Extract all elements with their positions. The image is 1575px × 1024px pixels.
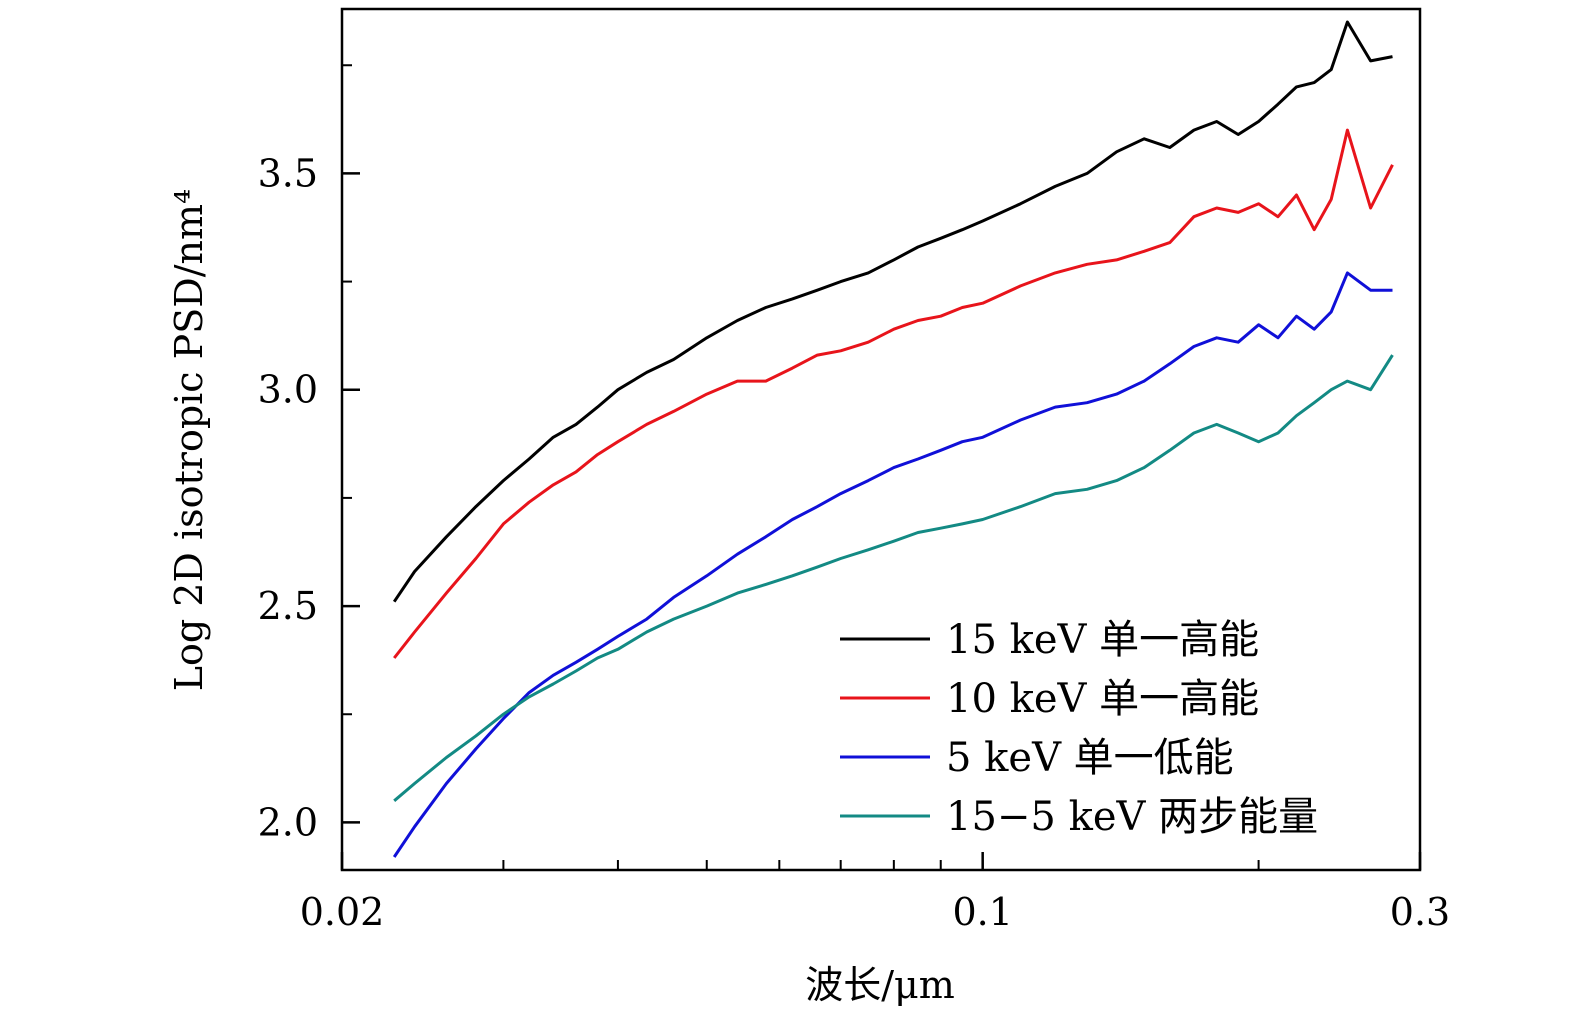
legend: 15 keV 单一高能 10 keV 单一高能 5 keV 单一低能 15−5 keV… — [840, 617, 1318, 840]
y-tick-label: 2.0 — [258, 800, 318, 844]
legend-label-1: 15 keV 单一高能 — [946, 617, 1259, 663]
y-tick-label: 3.5 — [258, 151, 318, 195]
series-line-3 — [392, 271, 1393, 858]
plot-frame — [340, 7, 1422, 872]
y-tick-label: 2.5 — [258, 584, 318, 628]
legend-label-3: 5 keV 单一低能 — [946, 735, 1234, 781]
y-axis-title: Log 2D isotropic PSD/nm⁴ — [167, 189, 211, 692]
series-layer — [392, 20, 1394, 858]
legend-label-2: 10 keV 单一高能 — [946, 676, 1259, 722]
legend-label-4: 15−5 keV 两步能量 — [946, 794, 1318, 840]
x-tick-label: 0.02 — [300, 890, 385, 934]
y-tick-label: 3.0 — [258, 368, 318, 412]
series-line-1 — [392, 20, 1393, 603]
x-tick-label: 0.3 — [1390, 890, 1450, 934]
x-axis-title: 波长/μm — [805, 963, 955, 1007]
x-tick-label: 0.1 — [952, 890, 1012, 934]
series-line-2 — [393, 128, 1394, 659]
y-axis-ticks: 2.0 2.5 3.0 3.5 — [258, 64, 360, 844]
x-axis-ticks: 0.02 0.1 0.3 — [300, 852, 1450, 934]
series-line-4 — [393, 354, 1394, 802]
